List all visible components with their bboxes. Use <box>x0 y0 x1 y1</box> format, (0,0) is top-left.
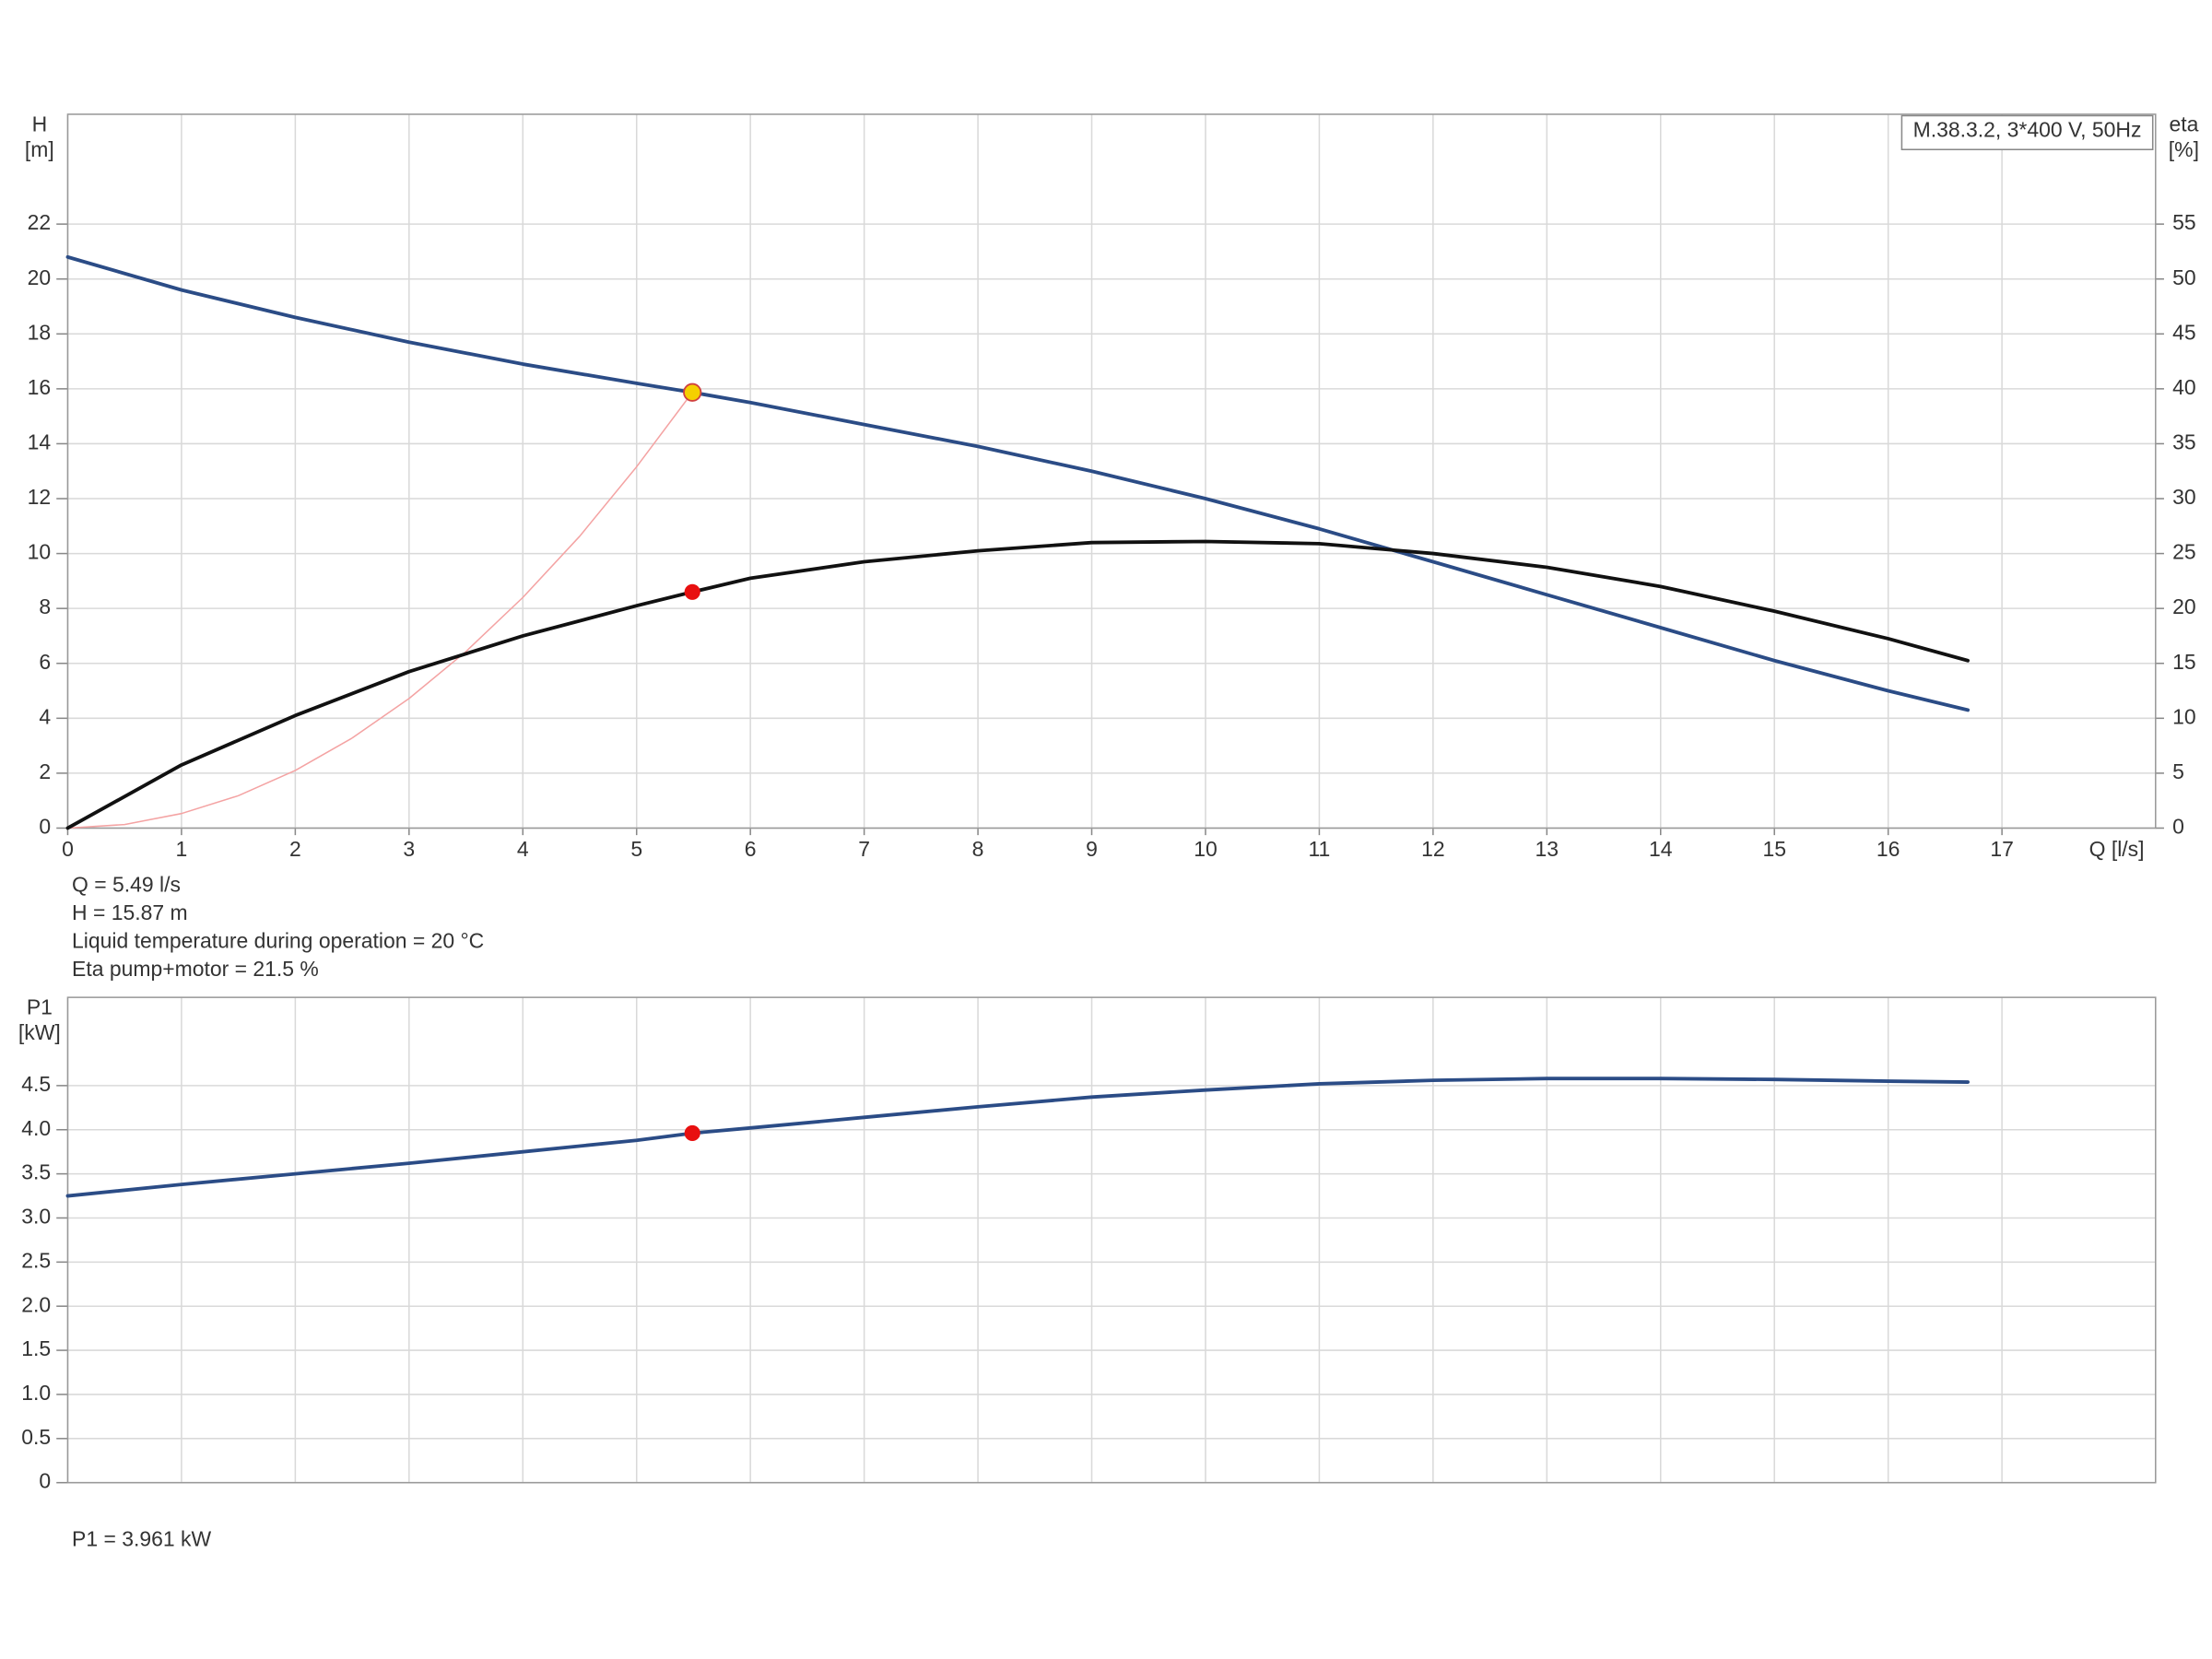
curve <box>65 254 1970 712</box>
plot-frame <box>66 113 2157 830</box>
y-tick-label: 22 <box>28 210 52 234</box>
y-tick-label: 1.5 <box>21 1336 51 1360</box>
x-tick-label: 3 <box>403 837 415 861</box>
y-tick-label: 2.5 <box>21 1248 51 1272</box>
y2-tick-label: 35 <box>2172 429 2196 453</box>
plot-frame <box>66 996 2157 1484</box>
y-axis-label: [kW] <box>18 1020 61 1044</box>
legend-box <box>1900 114 2154 151</box>
y2-tick-label: 55 <box>2172 210 2196 234</box>
y2-tick-label: 30 <box>2172 485 2196 509</box>
y-axis-label: H <box>32 112 48 135</box>
y2-tick-label: 0 <box>2172 815 2184 839</box>
y-tick-label: 10 <box>28 540 52 564</box>
y-tick-label: 12 <box>28 485 52 509</box>
y-tick-label: 14 <box>28 429 52 453</box>
y2-axis-label: [%] <box>2169 137 2199 161</box>
y-tick-label: 20 <box>28 265 52 289</box>
y-tick-label: 0 <box>39 815 51 839</box>
y-tick-label: 3.5 <box>21 1160 51 1184</box>
y-tick-label: 3.0 <box>21 1205 51 1229</box>
curve <box>66 391 693 830</box>
x-tick-label: 0 <box>62 837 74 861</box>
info-text: Liquid temperature during operation = 20… <box>72 929 484 953</box>
y-tick-label: 4.5 <box>21 1072 51 1096</box>
info-text: P1 = 3.961 kW <box>72 1526 211 1550</box>
info-text: Q = 5.49 l/s <box>72 872 181 896</box>
y2-tick-label: 20 <box>2172 594 2196 618</box>
y-tick-label: 0 <box>39 1469 51 1493</box>
x-tick-label: 7 <box>858 837 870 861</box>
y2-tick-label: 15 <box>2172 650 2196 674</box>
y2-tick-label: 45 <box>2172 320 2196 344</box>
y-tick-label: 2.0 <box>21 1292 51 1316</box>
x-tick-label: 16 <box>1877 837 1900 861</box>
y-tick-label: 4.0 <box>21 1116 51 1140</box>
x-tick-label: 8 <box>972 837 984 861</box>
y-tick-label: 4 <box>39 704 51 728</box>
info-text: H = 15.87 m <box>72 900 188 924</box>
x-tick-label: 9 <box>1086 837 1098 861</box>
y2-tick-label: 5 <box>2172 759 2184 783</box>
legend-text: M.38.3.2, 3*400 V, 50Hz <box>1913 117 2142 141</box>
x-tick-label: 14 <box>1649 837 1673 861</box>
operating-point <box>684 583 700 600</box>
x-tick-label: 2 <box>289 837 301 861</box>
y-tick-label: 6 <box>39 650 51 674</box>
legend: M.38.3.2, 3*400 V, 50Hz <box>1900 114 2154 151</box>
y-tick-label: 2 <box>39 759 51 783</box>
info-text: Eta pump+motor = 21.5 % <box>72 957 319 981</box>
x-tick-label: 13 <box>1535 837 1559 861</box>
x-axis-label: Q [l/s] <box>2089 837 2145 861</box>
y-tick-label: 1.0 <box>21 1381 51 1405</box>
y2-tick-label: 40 <box>2172 375 2196 399</box>
x-tick-label: 12 <box>1421 837 1445 861</box>
operating-point <box>683 382 702 402</box>
x-tick-label: 6 <box>745 837 757 861</box>
y-tick-label: 0.5 <box>21 1425 51 1449</box>
x-tick-label: 15 <box>1762 837 1786 861</box>
y2-axis-label: eta <box>2169 112 2198 135</box>
x-tick-label: 4 <box>517 837 529 861</box>
y-tick-label: 18 <box>28 320 52 344</box>
operating-point <box>684 1124 700 1142</box>
y-tick-label: 16 <box>28 375 52 399</box>
x-tick-label: 11 <box>1309 837 1331 861</box>
x-tick-label: 17 <box>1990 837 2014 861</box>
curve <box>65 1077 1970 1198</box>
y-axis-label: P1 <box>27 994 53 1018</box>
x-tick-label: 1 <box>176 837 188 861</box>
y-tick-label: 8 <box>39 594 51 618</box>
x-tick-label: 10 <box>1194 837 1218 861</box>
y2-tick-label: 50 <box>2172 265 2196 289</box>
y2-tick-label: 10 <box>2172 704 2196 728</box>
y-axis-label: [m] <box>25 137 54 161</box>
x-tick-label: 5 <box>630 837 642 861</box>
curve <box>65 539 1970 830</box>
y2-tick-label: 25 <box>2172 540 2196 564</box>
